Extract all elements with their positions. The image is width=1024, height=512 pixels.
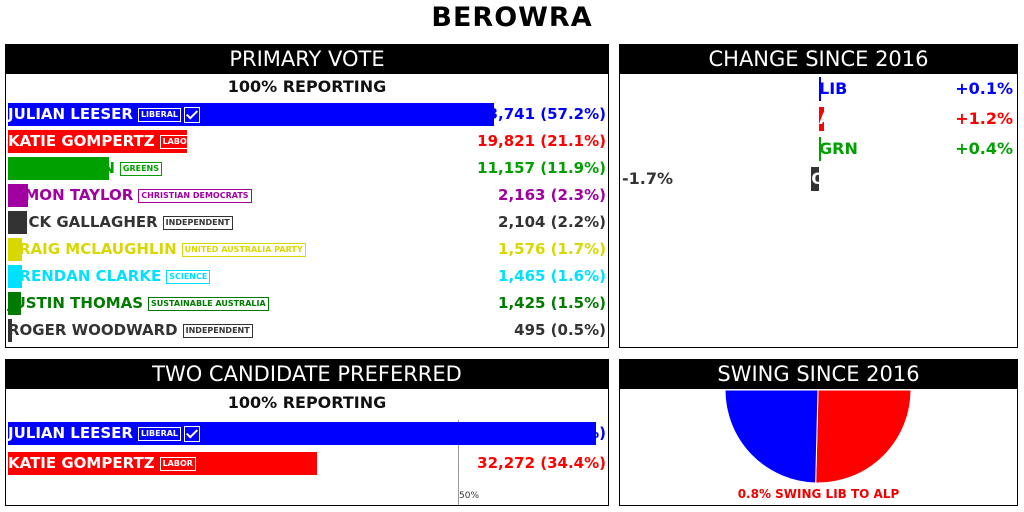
primary-party-badge: SUSTAINABLE AUSTRALIA xyxy=(148,296,269,311)
swing-heading: SWING SINCE 2016 xyxy=(620,360,1017,389)
primary-party-badge: SCIENCE xyxy=(166,269,211,284)
primary-votes: 53,741 (57.2%) xyxy=(477,105,606,123)
tcp-reporting: 100% REPORTING xyxy=(227,393,387,412)
primary-bar xyxy=(8,238,23,261)
tcp-party-badge: LIBERAL xyxy=(137,426,182,441)
tcp-candidate: KATIE GOMPERTZ LABOR xyxy=(8,452,196,475)
primary-votes: 1,425 (1.5%) xyxy=(498,294,606,312)
primary-bar xyxy=(8,292,21,315)
change-party-label: ALP xyxy=(819,109,854,128)
primary-party-badge: INDEPENDENT xyxy=(162,215,233,230)
primary-candidate-name: CRAIG MCLAUGHLIN xyxy=(8,240,177,258)
checkmark-icon xyxy=(184,106,201,123)
primary-bar xyxy=(8,103,495,126)
primary-party-badge: LIBERAL xyxy=(137,107,182,122)
tcp-panel: TWO CANDIDATE PREFERRED 100% REPORTING 5… xyxy=(5,359,609,506)
change-bar xyxy=(811,167,819,191)
change-party-label: LIB xyxy=(819,79,848,98)
electorate-title: BEROWRA xyxy=(431,2,593,33)
tcp-candidate: JULIAN LEESER LIBERAL xyxy=(8,422,201,445)
primary-votes: 1,465 (1.6%) xyxy=(498,267,606,285)
primary-candidate: BRENDAN CLARKE SCIENCE xyxy=(8,265,211,288)
swing-pie-chart xyxy=(724,390,912,484)
primary-bar xyxy=(8,211,27,234)
primary-votes: 2,104 (2.2%) xyxy=(498,213,606,231)
primary-votes: 495 (0.5%) xyxy=(514,321,606,339)
tcp-heading: TWO CANDIDATE PREFERRED xyxy=(6,360,608,389)
primary-bar xyxy=(8,130,188,153)
swing-panel: SWING SINCE 2016 0.8% SWING LIB TO ALP xyxy=(619,359,1018,506)
primary-row: MICK GALLAGHER INDEPENDENT 2,104 (2.2%) xyxy=(8,211,606,234)
primary-votes: 2,163 (2.3%) xyxy=(498,186,606,204)
primary-candidate: CRAIG MCLAUGHLIN UNITED AUSTRALIA PARTY xyxy=(8,238,306,261)
primary-candidate: SIMON TAYLOR CHRISTIAN DEMOCRATS xyxy=(8,184,252,207)
swing-caption: 0.8% SWING LIB TO ALP xyxy=(737,487,900,501)
primary-party-badge: GREENS xyxy=(119,161,163,176)
primary-row: CRAIG MCLAUGHLIN UNITED AUSTRALIA PARTY 1,… xyxy=(8,238,606,261)
tcp-bar xyxy=(8,422,597,445)
tcp-row: JULIAN LEESER LIBERAL 61,675 (65.6%) xyxy=(8,422,606,445)
tcp-votes: 32,272 (34.4%) xyxy=(477,454,606,472)
checkmark-icon xyxy=(184,425,201,442)
primary-candidate-name: MICK GALLAGHER xyxy=(8,213,158,231)
change-value: -1.7% xyxy=(622,169,674,188)
tcp-midline xyxy=(458,420,459,505)
primary-candidate-name: JUSTIN THOMAS xyxy=(8,294,144,312)
primary-votes: 19,821 (21.1%) xyxy=(477,132,606,150)
primary-row: ROGER WOODWARD INDEPENDENT 495 (0.5%) xyxy=(8,319,606,342)
tcp-row: KATIE GOMPERTZ LABOR 32,272 (34.4%) xyxy=(8,452,606,475)
primary-party-badge: INDEPENDENT xyxy=(182,323,253,338)
tcp-votes: 61,675 (65.6%) xyxy=(477,424,606,442)
change-value: +0.4% xyxy=(955,139,1013,158)
primary-votes: 1,576 (1.7%) xyxy=(498,240,606,258)
tcp-party-badge: LABOR xyxy=(159,456,196,471)
primary-row: SIMON TAYLOR CHRISTIAN DEMOCRATS 2,163 (2.… xyxy=(8,184,606,207)
change-party-label: OTH xyxy=(811,169,850,188)
primary-row: KATIE GOMPERTZ LABOR 19,821 (21.1%) xyxy=(8,130,606,153)
change-value: +0.1% xyxy=(955,79,1013,98)
primary-bar xyxy=(8,157,110,180)
tcp-bar xyxy=(8,452,317,475)
primary-party-badge: UNITED AUSTRALIA PARTY xyxy=(181,242,306,257)
primary-row: BRENDAN CLARKE SCIENCE 1,465 (1.6%) xyxy=(8,265,606,288)
tcp-candidate-name: JULIAN LEESER xyxy=(8,424,133,442)
primary-candidate: JULIAN LEESER LIBERAL xyxy=(8,103,201,126)
primary-candidate-name: KATIE GOMPERTZ xyxy=(8,132,155,150)
swing-slice-lib xyxy=(724,390,819,484)
change-party-label: GRN xyxy=(819,139,858,158)
primary-bar xyxy=(8,265,22,288)
primary-candidate: KATIE GOMPERTZ LABOR xyxy=(8,130,196,153)
change-bar xyxy=(819,77,821,101)
primary-candidate: ROGER WOODWARD INDEPENDENT xyxy=(8,319,253,342)
primary-vote-heading: PRIMARY VOTE xyxy=(6,45,608,74)
swing-slice-alp xyxy=(815,390,912,484)
primary-party-badge: CHRISTIAN DEMOCRATS xyxy=(138,188,252,203)
change-bar xyxy=(819,107,825,131)
primary-candidate-name: SIMON TAYLOR xyxy=(8,186,134,204)
primary-votes: 11,157 (11.9%) xyxy=(477,159,606,177)
primary-candidate: JUSTIN THOMAS SUSTAINABLE AUSTRALIA xyxy=(8,292,269,315)
change-heading: CHANGE SINCE 2016 xyxy=(620,45,1017,74)
primary-row: JULIAN LEESER LIBERAL 53,741 (57.2%) xyxy=(8,103,606,126)
primary-party-badge: LABOR xyxy=(159,134,196,149)
primary-bar xyxy=(8,184,28,207)
change-value: +1.2% xyxy=(955,109,1013,128)
primary-bar xyxy=(8,319,13,342)
tcp-candidate-name: KATIE GOMPERTZ xyxy=(8,454,155,472)
primary-reporting: 100% REPORTING xyxy=(227,77,387,96)
primary-candidate: MICK GALLAGHER INDEPENDENT xyxy=(8,211,233,234)
primary-row: JUSTIN THOMAS SUSTAINABLE AUSTRALIA 1,425 … xyxy=(8,292,606,315)
change-panel: CHANGE SINCE 2016 LIB +0.1% ALP +1.2% GRN +0.… xyxy=(619,44,1018,348)
primary-candidate-name: ROGER WOODWARD xyxy=(8,321,178,339)
primary-candidate-name: BRENDAN CLARKE xyxy=(8,267,162,285)
primary-candidate: MONICA TAN GREENS xyxy=(8,157,163,180)
change-bar xyxy=(819,137,821,161)
primary-vote-panel: PRIMARY VOTE 100% REPORTING JULIAN LEESE… xyxy=(5,44,609,348)
primary-candidate-name: JULIAN LEESER xyxy=(8,105,133,123)
primary-candidate-name: MONICA TAN xyxy=(8,159,115,177)
primary-row: MONICA TAN GREENS 11,157 (11.9%) xyxy=(8,157,606,180)
tcp-midline-label: 50% xyxy=(459,491,480,501)
